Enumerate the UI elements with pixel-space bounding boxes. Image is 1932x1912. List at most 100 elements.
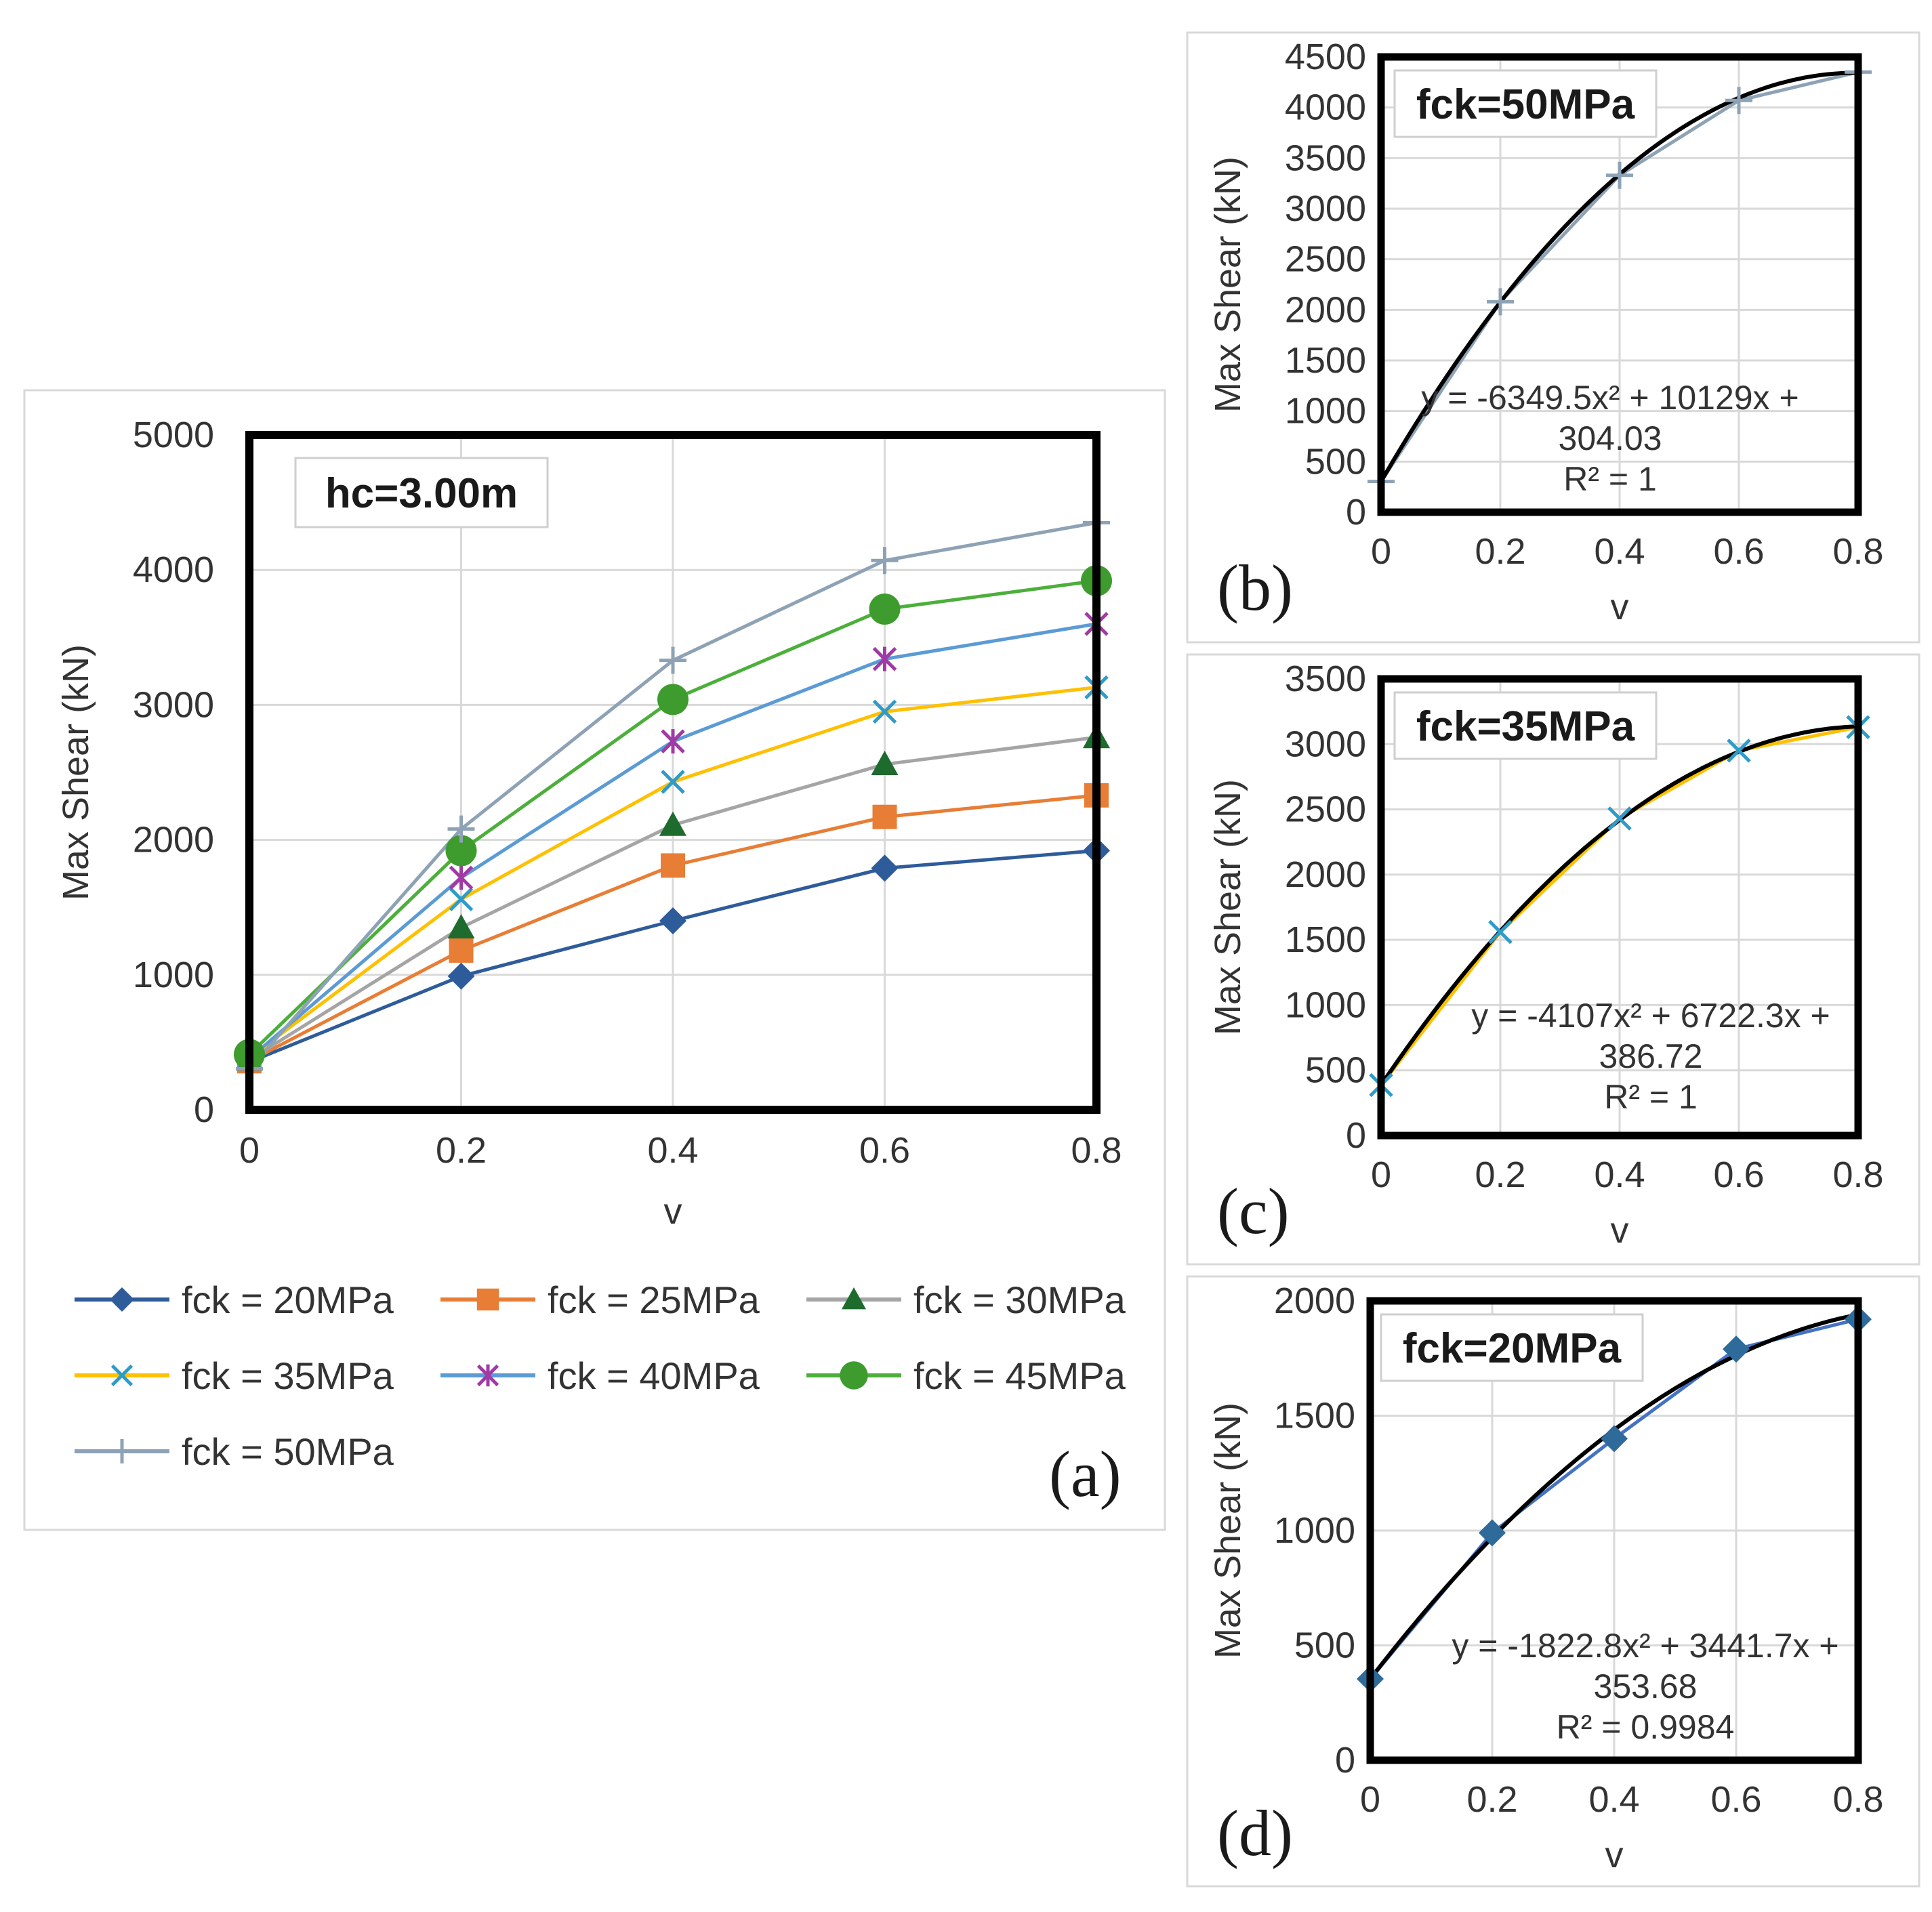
data-point-0-2 xyxy=(1607,806,1632,831)
y-axis-label: Max Shear (kN) xyxy=(1208,157,1248,413)
data-point-1-3 xyxy=(872,804,897,829)
x-tick-label: 0 xyxy=(1360,1779,1380,1820)
x-tick-label: 0.2 xyxy=(1475,531,1525,572)
panel-b-chart: 0 500 1000 1500 2000 2500 3000 3500 4000 4500 0 0.2… xyxy=(1208,37,1884,627)
data-point-0-1 xyxy=(447,962,475,990)
legend-label-4: fck = 40MPa xyxy=(548,1354,760,1397)
y-tick-label: 1500 xyxy=(1285,919,1366,960)
legend-label-3: fck = 35MPa xyxy=(182,1354,394,1397)
x-tick-label: 0 xyxy=(1371,531,1391,572)
data-point-0-1 xyxy=(1479,1519,1506,1547)
trendline-equation-line: y = -1822.8x² + 3441.7x + xyxy=(1452,1627,1838,1665)
panel-label: (a) xyxy=(1049,1438,1122,1510)
y-tick-label: 1500 xyxy=(1285,340,1366,381)
box-label: fck=20MPa xyxy=(1403,1325,1622,1372)
legend-marker-1 xyxy=(476,1288,499,1311)
data-point-4-3 xyxy=(872,646,897,671)
y-tick-label: 1000 xyxy=(133,955,214,995)
y-tick-label: 500 xyxy=(1294,1625,1355,1666)
data-point-5-1 xyxy=(445,835,477,867)
data-point-0-2 xyxy=(1606,161,1633,189)
x-tick-label: 0.4 xyxy=(647,1130,698,1171)
x-tick-label: 0.6 xyxy=(1713,1155,1764,1195)
y-tick-label: 0 xyxy=(1335,1740,1355,1781)
y-tick-label: 4000 xyxy=(133,549,214,590)
y-tick-label: 2500 xyxy=(1285,789,1366,830)
plot-border xyxy=(1377,675,1862,1140)
x-axis-label: v xyxy=(1611,587,1629,627)
x-axis-label: v xyxy=(1605,1835,1624,1875)
trendline-equation-line: R² = 0.9984 xyxy=(1557,1708,1735,1746)
trendline-equation-line: y = -6349.5x² + 10129x + xyxy=(1421,379,1799,417)
y-tick-label: 2000 xyxy=(133,820,214,860)
data-point-0-3 xyxy=(1727,739,1751,763)
y-tick-label: 5000 xyxy=(133,415,214,455)
data-point-3-1 xyxy=(449,887,474,912)
x-tick-label: 0.8 xyxy=(1832,1155,1883,1195)
y-axis-label: Max Shear (kN) xyxy=(1208,779,1248,1035)
y-tick-label: 2000 xyxy=(1285,854,1366,895)
y-tick-label: 2000 xyxy=(1285,289,1366,330)
x-axis-label: v xyxy=(664,1191,682,1232)
y-tick-label: 1000 xyxy=(1274,1510,1355,1551)
data-point-6-3 xyxy=(871,547,899,575)
data-point-0-3 xyxy=(871,854,899,882)
trendline-equation-line: 304.03 xyxy=(1559,419,1662,457)
legend-marker-2 xyxy=(842,1287,866,1310)
x-tick-label: 0 xyxy=(1371,1155,1391,1195)
y-tick-label: 0 xyxy=(1346,492,1366,533)
trendline-equation-line: 386.72 xyxy=(1599,1037,1703,1075)
x-tick-label: 0.8 xyxy=(1071,1130,1122,1171)
box-label: hc=3.00m xyxy=(325,470,518,517)
box-label: fck=35MPa xyxy=(1416,703,1635,750)
data-point-1-2 xyxy=(661,853,685,878)
legend-marker-3 xyxy=(110,1364,133,1387)
y-tick-label: 1000 xyxy=(1285,391,1366,432)
x-tick-label: 0.4 xyxy=(1594,1155,1645,1195)
plot-border xyxy=(1377,53,1862,516)
x-tick-label: 0.2 xyxy=(436,1130,487,1171)
x-tick-label: 0.8 xyxy=(1832,1779,1883,1820)
panel-a-chart: 0 1000 2000 3000 4000 5000 0 0.2 0.4 0.6 0.8 v Max S… xyxy=(56,415,1126,1510)
data-point-0-2 xyxy=(1601,1425,1628,1453)
data-point-1-1 xyxy=(449,938,474,963)
y-tick-label: 500 xyxy=(1305,1050,1366,1091)
legend-marker-6 xyxy=(110,1439,134,1463)
data-point-2-2 xyxy=(659,811,686,836)
data-point-0-2 xyxy=(659,907,686,935)
y-tick-label: 2000 xyxy=(1274,1281,1355,1321)
legend-marker-0 xyxy=(110,1287,134,1312)
trendline-equation-line: R² = 1 xyxy=(1604,1078,1698,1116)
plot-border xyxy=(1366,1297,1862,1764)
panel-d-chart: 0 500 1000 1500 2000 0 0.2 0.4 0.6 0.8 v Max Shear … xyxy=(1208,1281,1884,1875)
y-tick-label: 0 xyxy=(1346,1115,1366,1156)
x-tick-label: 0.6 xyxy=(1713,531,1764,572)
data-point-4-1 xyxy=(449,865,474,890)
data-point-2-3 xyxy=(871,751,899,776)
x-tick-label: 0.6 xyxy=(1710,1779,1761,1820)
y-tick-label: 4000 xyxy=(1285,87,1366,128)
data-point-0-1 xyxy=(1487,288,1514,316)
panel-c-chart: 0 500 1000 1500 2000 2500 3000 3500 0 0.2 0.4 0.6 0.… xyxy=(1208,659,1884,1251)
box-label-frame xyxy=(294,457,549,528)
x-tick-label: 0.4 xyxy=(1594,531,1645,572)
y-tick-label: 2500 xyxy=(1285,239,1366,280)
y-tick-label: 3000 xyxy=(1285,724,1366,764)
x-tick-label: 0.8 xyxy=(1832,531,1883,572)
box-label-frame xyxy=(1393,69,1658,138)
panel-a-frame xyxy=(23,389,1166,1531)
legend-label-1: fck = 25MPa xyxy=(548,1279,760,1321)
y-tick-label: 4500 xyxy=(1285,37,1366,77)
legend-label-5: fck = 45MPa xyxy=(913,1354,1126,1397)
x-axis-label: v xyxy=(1611,1210,1629,1251)
legend-marker-5 xyxy=(840,1361,868,1390)
panel-label: (b) xyxy=(1217,552,1293,624)
data-point-3-3 xyxy=(872,699,897,724)
y-tick-label: 1500 xyxy=(1274,1396,1355,1436)
legend-marker-4 xyxy=(476,1364,499,1387)
y-axis-label: Max Shear (kN) xyxy=(56,644,96,900)
box-label-frame xyxy=(1393,691,1658,760)
data-point-5-3 xyxy=(869,593,901,625)
x-tick-label: 0.6 xyxy=(859,1130,910,1171)
